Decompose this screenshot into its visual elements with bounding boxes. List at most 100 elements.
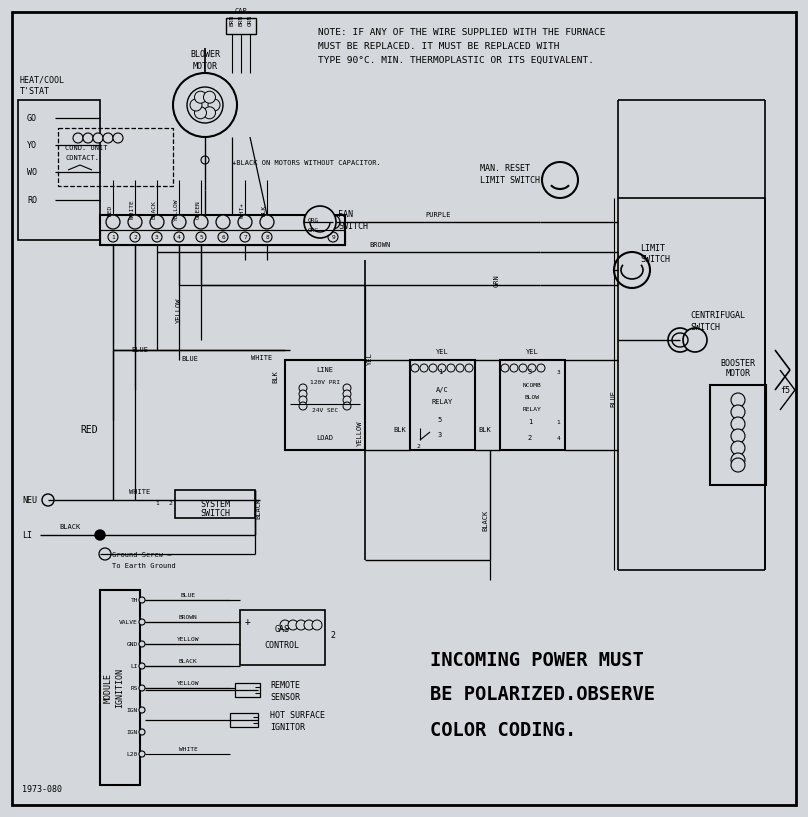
Text: 1: 1 [528, 419, 532, 425]
Circle shape [113, 133, 123, 143]
Circle shape [296, 620, 306, 630]
Text: YELLOW: YELLOW [177, 681, 200, 686]
Text: 2: 2 [416, 444, 420, 449]
Circle shape [542, 162, 578, 198]
Text: LIMIT: LIMIT [640, 243, 665, 252]
Circle shape [152, 232, 162, 242]
Circle shape [73, 133, 83, 143]
Circle shape [262, 232, 272, 242]
Text: ORG: ORG [308, 227, 319, 233]
Text: YELLOW: YELLOW [174, 199, 179, 221]
Text: BLACK: BLACK [152, 201, 157, 220]
Text: +BLACK ON MOTORS WITHOUT CAPACITOR.: +BLACK ON MOTORS WITHOUT CAPACITOR. [232, 160, 381, 166]
Circle shape [204, 107, 216, 118]
Circle shape [304, 620, 314, 630]
Text: REMOTE: REMOTE [270, 681, 300, 690]
Text: 2: 2 [330, 631, 335, 640]
Text: T'STAT: T'STAT [20, 87, 50, 96]
Text: 5: 5 [199, 234, 203, 239]
Circle shape [465, 364, 473, 372]
Text: YELLOW: YELLOW [176, 297, 182, 323]
Text: BLUE: BLUE [180, 593, 196, 598]
Text: 6: 6 [221, 234, 225, 239]
Text: SENSOR: SENSOR [270, 694, 300, 703]
Circle shape [260, 215, 274, 229]
Circle shape [173, 73, 237, 137]
Circle shape [731, 393, 745, 407]
Bar [18, 100, 100, 240]
Circle shape [438, 364, 446, 372]
Bar [100, 590, 140, 785]
Bar [100, 230, 345, 245]
Circle shape [328, 232, 338, 242]
Circle shape [130, 232, 140, 242]
Circle shape [139, 729, 145, 735]
Text: 3: 3 [556, 369, 560, 374]
Text: YELLOW: YELLOW [177, 637, 200, 642]
Circle shape [537, 364, 545, 372]
Text: IGNITION: IGNITION [116, 668, 124, 708]
Circle shape [343, 390, 351, 398]
Circle shape [139, 751, 145, 757]
Circle shape [510, 364, 518, 372]
Circle shape [174, 232, 184, 242]
Bar [175, 490, 255, 518]
Text: WHITE: WHITE [250, 355, 272, 361]
Text: BLUE: BLUE [182, 356, 199, 362]
Text: 3: 3 [155, 234, 159, 239]
Circle shape [299, 396, 307, 404]
Bar [240, 610, 325, 665]
Text: SWITCH: SWITCH [200, 510, 230, 519]
Text: YEL: YEL [526, 349, 538, 355]
Circle shape [429, 364, 437, 372]
Text: BLUE: BLUE [132, 347, 149, 353]
Text: GO: GO [27, 114, 37, 123]
Circle shape [447, 364, 455, 372]
Bar [230, 713, 258, 727]
Text: TYPE 90°C. MIN. THERMOPLASTIC OR ITS EQUIVALENT.: TYPE 90°C. MIN. THERMOPLASTIC OR ITS EQU… [318, 56, 594, 65]
Text: YEL: YEL [367, 352, 373, 365]
Circle shape [528, 364, 536, 372]
Text: MOTOR: MOTOR [726, 369, 751, 378]
Text: YEL: YEL [436, 349, 448, 355]
Text: YELLOW: YELLOW [357, 420, 363, 445]
Text: 1: 1 [438, 369, 442, 375]
Text: f5: f5 [780, 386, 790, 395]
Bar [285, 360, 365, 450]
Circle shape [194, 215, 208, 229]
Text: RS: RS [131, 685, 138, 690]
Text: YO: YO [27, 141, 37, 150]
Circle shape [42, 494, 54, 506]
Text: 3: 3 [438, 432, 442, 438]
Text: BRN: BRN [229, 15, 234, 25]
Circle shape [195, 92, 207, 103]
Text: ORG: ORG [308, 217, 319, 222]
Circle shape [204, 92, 216, 103]
Text: BOOSTER: BOOSTER [721, 359, 755, 368]
Text: WO: WO [27, 167, 37, 176]
Text: LI: LI [22, 530, 32, 539]
Circle shape [299, 390, 307, 398]
Circle shape [343, 402, 351, 410]
Circle shape [731, 405, 745, 419]
Text: RED: RED [108, 204, 113, 216]
Circle shape [343, 384, 351, 392]
Text: BROWN: BROWN [179, 615, 197, 620]
Text: BLK: BLK [478, 427, 491, 433]
Text: +: + [245, 617, 251, 627]
Text: VALVE: VALVE [120, 619, 138, 624]
Text: IGNITOR: IGNITOR [270, 724, 305, 733]
Bar [710, 385, 766, 485]
Text: GREEN: GREEN [196, 201, 201, 220]
Circle shape [139, 597, 145, 603]
Text: CAP: CAP [234, 8, 247, 14]
Circle shape [190, 99, 202, 111]
Circle shape [195, 107, 207, 118]
Bar [226, 18, 256, 34]
Text: MODULE: MODULE [103, 673, 112, 703]
Text: RED: RED [80, 425, 98, 435]
Circle shape [288, 620, 298, 630]
Text: 1: 1 [556, 419, 560, 425]
Text: 4: 4 [177, 234, 181, 239]
Circle shape [304, 206, 336, 238]
